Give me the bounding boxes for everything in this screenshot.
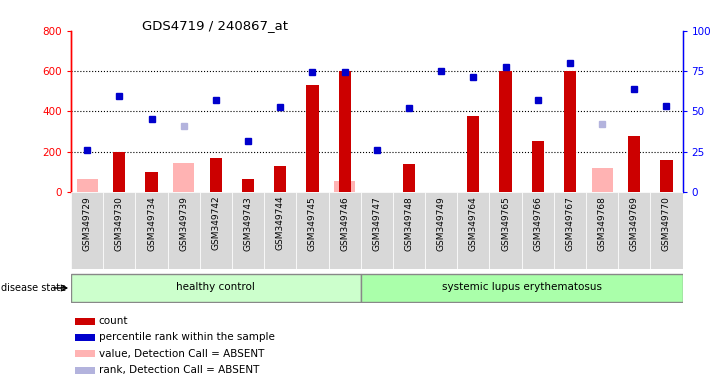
Bar <box>522 192 554 269</box>
Bar <box>489 192 522 269</box>
Text: GSM349765: GSM349765 <box>501 196 510 251</box>
Bar <box>403 164 415 192</box>
Text: GSM349734: GSM349734 <box>147 196 156 251</box>
Text: GSM349744: GSM349744 <box>276 196 285 250</box>
Bar <box>200 192 232 269</box>
Bar <box>75 318 95 325</box>
Bar <box>467 116 479 192</box>
Bar <box>338 71 351 192</box>
Bar <box>360 192 393 269</box>
Text: GSM349747: GSM349747 <box>373 196 381 251</box>
Text: GSM349768: GSM349768 <box>598 196 606 251</box>
Bar <box>532 141 544 192</box>
Bar <box>274 166 287 192</box>
Text: GSM349770: GSM349770 <box>662 196 671 251</box>
Text: GSM349767: GSM349767 <box>565 196 574 251</box>
Bar <box>136 192 168 269</box>
Bar <box>146 172 158 192</box>
Bar <box>393 192 425 269</box>
Bar <box>71 274 360 302</box>
Bar <box>232 192 264 269</box>
Text: GSM349748: GSM349748 <box>405 196 414 251</box>
Bar <box>499 71 512 192</box>
Text: healthy control: healthy control <box>176 282 255 292</box>
Bar <box>77 179 97 192</box>
Bar <box>264 192 296 269</box>
Text: percentile rank within the sample: percentile rank within the sample <box>99 332 274 342</box>
Bar <box>425 192 457 269</box>
Bar <box>651 192 683 269</box>
Bar <box>334 181 355 192</box>
Bar <box>75 351 95 358</box>
Bar <box>629 136 641 192</box>
Bar <box>306 85 319 192</box>
Text: value, Detection Call = ABSENT: value, Detection Call = ABSENT <box>99 349 264 359</box>
Bar <box>103 192 136 269</box>
Text: GSM349769: GSM349769 <box>630 196 638 251</box>
Bar <box>661 160 673 192</box>
Bar <box>75 367 95 374</box>
Bar <box>168 192 200 269</box>
Text: GSM349745: GSM349745 <box>308 196 317 251</box>
Bar <box>554 192 586 269</box>
Bar <box>173 163 194 192</box>
Bar <box>457 192 489 269</box>
Bar <box>242 179 255 192</box>
Text: systemic lupus erythematosus: systemic lupus erythematosus <box>442 282 602 292</box>
Bar <box>586 192 618 269</box>
Text: GSM349730: GSM349730 <box>115 196 124 251</box>
Text: rank, Detection Call = ABSENT: rank, Detection Call = ABSENT <box>99 366 259 376</box>
Bar <box>564 71 576 192</box>
Text: GDS4719 / 240867_at: GDS4719 / 240867_at <box>142 19 288 32</box>
Text: disease state: disease state <box>1 283 66 293</box>
Bar <box>113 152 125 192</box>
Bar <box>328 192 360 269</box>
Text: GSM349729: GSM349729 <box>82 196 92 251</box>
Text: GSM349749: GSM349749 <box>437 196 446 251</box>
Text: GSM349742: GSM349742 <box>211 196 220 250</box>
Text: GSM349766: GSM349766 <box>533 196 542 251</box>
Bar <box>75 334 95 341</box>
Bar <box>210 158 222 192</box>
Bar <box>71 192 103 269</box>
Text: GSM349739: GSM349739 <box>179 196 188 251</box>
Bar <box>296 192 328 269</box>
Bar <box>360 274 683 302</box>
Text: GSM349743: GSM349743 <box>244 196 252 251</box>
Bar <box>618 192 651 269</box>
Text: GSM349764: GSM349764 <box>469 196 478 251</box>
Text: count: count <box>99 316 128 326</box>
Bar <box>592 168 613 192</box>
Text: GSM349746: GSM349746 <box>340 196 349 251</box>
